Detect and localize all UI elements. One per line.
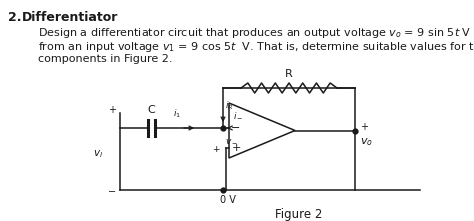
- Text: $v_-$: $v_-$: [225, 136, 238, 145]
- Text: from an input voltage $v_1$ = 9 cos 5$t$  V. That is, determine suitable values : from an input voltage $v_1$ = 9 cos 5$t$…: [38, 40, 474, 54]
- Text: $i_-$: $i_-$: [233, 110, 243, 120]
- Text: Differentiator: Differentiator: [22, 11, 119, 24]
- Text: −: −: [108, 187, 116, 197]
- Text: Figure 2: Figure 2: [275, 208, 323, 221]
- Text: −: −: [231, 123, 241, 133]
- Text: Design a differentiator circuit that produces an output voltage $v_o$ = 9 sin 5$: Design a differentiator circuit that pro…: [38, 26, 472, 40]
- Text: $v_o$: $v_o$: [360, 137, 373, 148]
- Text: $i_1$: $i_1$: [173, 107, 181, 120]
- Text: R: R: [285, 69, 293, 79]
- Text: 0 V: 0 V: [220, 195, 236, 205]
- Text: $v_l$: $v_l$: [93, 148, 103, 160]
- Text: +: +: [108, 105, 116, 115]
- Text: 2.: 2.: [8, 11, 21, 24]
- Text: +: +: [231, 143, 241, 153]
- Text: C: C: [147, 105, 155, 115]
- Text: components in Figure 2.: components in Figure 2.: [38, 54, 173, 64]
- Text: +: +: [360, 122, 368, 131]
- Text: +: +: [212, 145, 220, 154]
- Text: $i_R$: $i_R$: [225, 99, 233, 112]
